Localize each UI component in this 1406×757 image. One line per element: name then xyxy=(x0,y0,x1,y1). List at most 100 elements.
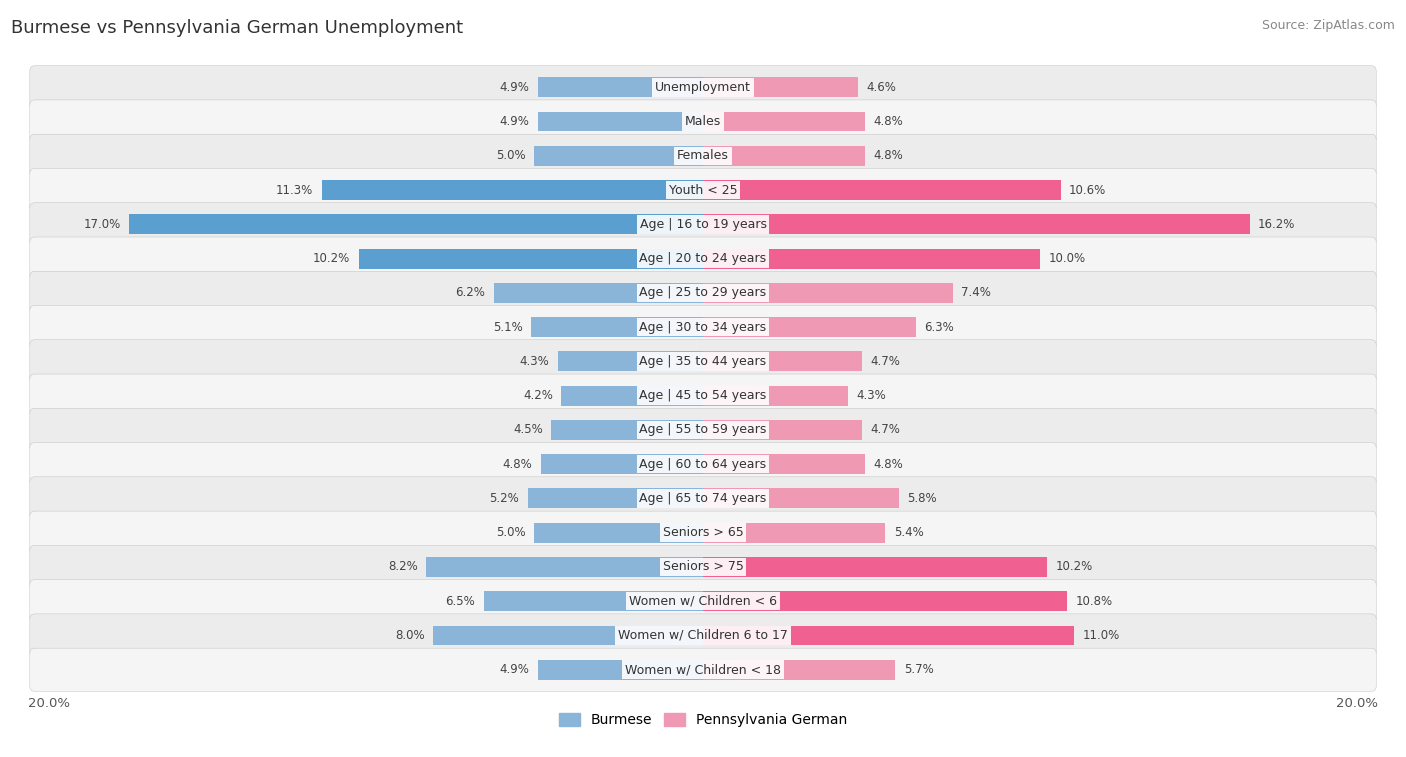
Text: 6.3%: 6.3% xyxy=(924,321,953,334)
FancyBboxPatch shape xyxy=(30,169,1376,212)
Text: 20.0%: 20.0% xyxy=(28,697,70,710)
FancyBboxPatch shape xyxy=(30,134,1376,177)
Text: 17.0%: 17.0% xyxy=(84,218,121,231)
Bar xyxy=(537,660,703,680)
Text: 4.7%: 4.7% xyxy=(870,355,900,368)
Bar xyxy=(534,146,703,166)
Text: 20.0%: 20.0% xyxy=(1336,697,1378,710)
Text: 5.1%: 5.1% xyxy=(492,321,523,334)
Bar xyxy=(703,111,865,132)
Bar xyxy=(537,111,703,132)
FancyBboxPatch shape xyxy=(30,203,1376,246)
FancyBboxPatch shape xyxy=(30,66,1376,109)
Text: Women w/ Children 6 to 17: Women w/ Children 6 to 17 xyxy=(619,629,787,642)
Legend: Burmese, Pennsylvania German: Burmese, Pennsylvania German xyxy=(554,708,852,733)
Text: 4.9%: 4.9% xyxy=(499,81,529,94)
Text: Age | 45 to 54 years: Age | 45 to 54 years xyxy=(640,389,766,402)
Text: Women w/ Children < 6: Women w/ Children < 6 xyxy=(628,595,778,608)
FancyBboxPatch shape xyxy=(30,477,1376,520)
Bar xyxy=(703,454,865,474)
Text: 4.8%: 4.8% xyxy=(873,115,903,128)
Text: Age | 60 to 64 years: Age | 60 to 64 years xyxy=(640,458,766,471)
Bar xyxy=(558,351,703,371)
Bar xyxy=(484,591,703,611)
Text: 4.2%: 4.2% xyxy=(523,389,553,402)
FancyBboxPatch shape xyxy=(30,511,1376,554)
Bar xyxy=(703,488,898,509)
Bar xyxy=(541,454,703,474)
Bar xyxy=(703,283,953,303)
Text: Youth < 25: Youth < 25 xyxy=(669,183,737,197)
Text: 4.3%: 4.3% xyxy=(520,355,550,368)
Text: Age | 30 to 34 years: Age | 30 to 34 years xyxy=(640,321,766,334)
FancyBboxPatch shape xyxy=(30,545,1376,588)
FancyBboxPatch shape xyxy=(30,306,1376,349)
Text: Women w/ Children < 18: Women w/ Children < 18 xyxy=(626,663,780,676)
Bar xyxy=(703,591,1067,611)
Bar xyxy=(703,625,1074,646)
Text: 5.8%: 5.8% xyxy=(907,492,936,505)
Text: 4.9%: 4.9% xyxy=(499,663,529,676)
Text: 4.9%: 4.9% xyxy=(499,115,529,128)
Text: Seniors > 65: Seniors > 65 xyxy=(662,526,744,539)
Text: 4.8%: 4.8% xyxy=(873,149,903,162)
Text: Seniors > 75: Seniors > 75 xyxy=(662,560,744,574)
Text: Age | 16 to 19 years: Age | 16 to 19 years xyxy=(640,218,766,231)
Text: 10.2%: 10.2% xyxy=(1056,560,1092,574)
Text: 8.2%: 8.2% xyxy=(388,560,418,574)
FancyBboxPatch shape xyxy=(30,408,1376,451)
FancyBboxPatch shape xyxy=(30,648,1376,691)
Text: Age | 55 to 59 years: Age | 55 to 59 years xyxy=(640,423,766,436)
FancyBboxPatch shape xyxy=(30,100,1376,143)
Bar xyxy=(129,214,703,234)
Text: 8.0%: 8.0% xyxy=(395,629,425,642)
Text: 5.0%: 5.0% xyxy=(496,526,526,539)
Text: Males: Males xyxy=(685,115,721,128)
Text: 5.4%: 5.4% xyxy=(894,526,924,539)
Text: 10.0%: 10.0% xyxy=(1049,252,1085,265)
Bar xyxy=(703,214,1250,234)
Text: Age | 65 to 74 years: Age | 65 to 74 years xyxy=(640,492,766,505)
Bar xyxy=(703,317,915,337)
Bar xyxy=(551,420,703,440)
Bar xyxy=(703,180,1060,200)
Bar xyxy=(322,180,703,200)
Bar xyxy=(703,660,896,680)
FancyBboxPatch shape xyxy=(30,271,1376,314)
FancyBboxPatch shape xyxy=(30,340,1376,383)
Text: Burmese vs Pennsylvania German Unemployment: Burmese vs Pennsylvania German Unemploym… xyxy=(11,19,464,37)
Bar xyxy=(531,317,703,337)
Text: 16.2%: 16.2% xyxy=(1258,218,1295,231)
Text: 10.6%: 10.6% xyxy=(1069,183,1107,197)
Bar xyxy=(527,488,703,509)
Text: Age | 25 to 29 years: Age | 25 to 29 years xyxy=(640,286,766,299)
Text: 4.3%: 4.3% xyxy=(856,389,886,402)
Bar xyxy=(703,351,862,371)
Text: 4.7%: 4.7% xyxy=(870,423,900,436)
Bar xyxy=(359,248,703,269)
Bar xyxy=(494,283,703,303)
Text: 4.8%: 4.8% xyxy=(873,458,903,471)
Text: Source: ZipAtlas.com: Source: ZipAtlas.com xyxy=(1261,19,1395,32)
Bar xyxy=(703,523,886,543)
Text: Age | 20 to 24 years: Age | 20 to 24 years xyxy=(640,252,766,265)
Bar xyxy=(433,625,703,646)
Text: 4.5%: 4.5% xyxy=(513,423,543,436)
Text: 11.0%: 11.0% xyxy=(1083,629,1119,642)
Bar xyxy=(703,420,862,440)
Text: 5.2%: 5.2% xyxy=(489,492,519,505)
Bar xyxy=(534,523,703,543)
Text: 7.4%: 7.4% xyxy=(962,286,991,299)
Bar xyxy=(426,557,703,577)
Text: 4.8%: 4.8% xyxy=(503,458,533,471)
Text: 10.2%: 10.2% xyxy=(314,252,350,265)
Bar xyxy=(703,557,1047,577)
Text: 11.3%: 11.3% xyxy=(276,183,314,197)
Bar xyxy=(703,146,865,166)
Bar xyxy=(561,386,703,406)
Text: 6.5%: 6.5% xyxy=(446,595,475,608)
Bar xyxy=(703,386,848,406)
Text: 6.2%: 6.2% xyxy=(456,286,485,299)
Text: Females: Females xyxy=(678,149,728,162)
Text: Unemployment: Unemployment xyxy=(655,81,751,94)
